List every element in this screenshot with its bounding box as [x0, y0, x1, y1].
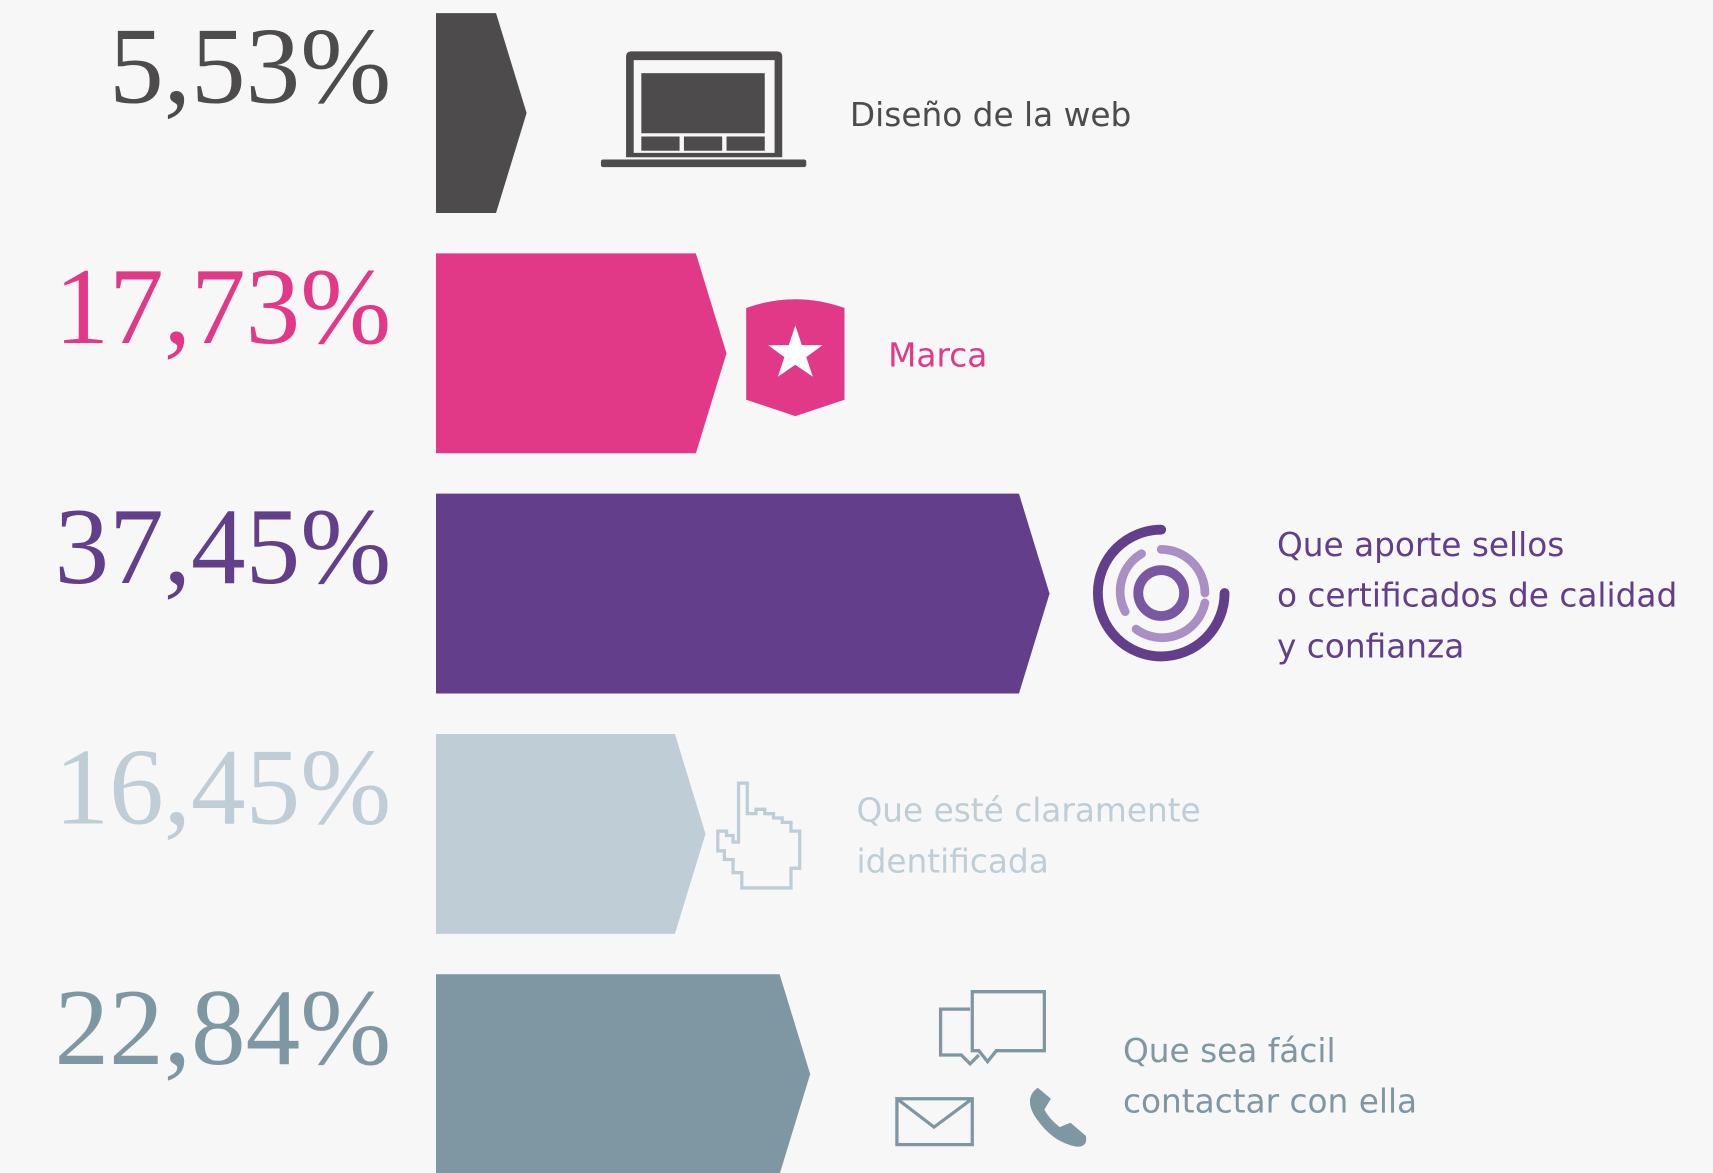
category-label: Que aporte sellos [1277, 526, 1564, 564]
category-label: identificada [857, 842, 1049, 880]
value-label: 22,84% [55, 967, 392, 1088]
cursor-icon [716, 781, 802, 890]
brand-icon [746, 299, 845, 417]
laptop-icon [600, 51, 807, 168]
category-label: o certificados de calidad [1277, 577, 1677, 615]
category-label: Que sea fácil [1123, 1032, 1336, 1070]
bar [436, 493, 1050, 694]
bar [436, 253, 727, 454]
bar [436, 974, 811, 1173]
value-label: 5,53% [109, 6, 391, 127]
contact-icon [895, 990, 1087, 1147]
value-label: 17,73% [55, 246, 392, 367]
value-label: 16,45% [55, 727, 392, 848]
category-label: Que esté claramente [857, 792, 1201, 830]
category-label: contactar con ella [1123, 1083, 1417, 1121]
bar [436, 733, 706, 934]
category-label: Diseño de la web [850, 96, 1131, 134]
bar [436, 13, 527, 213]
value-label: 37,45% [55, 486, 392, 607]
category-label: y confianza [1277, 627, 1464, 665]
seal-icon [1092, 524, 1230, 662]
category-label: Marca [888, 336, 987, 374]
